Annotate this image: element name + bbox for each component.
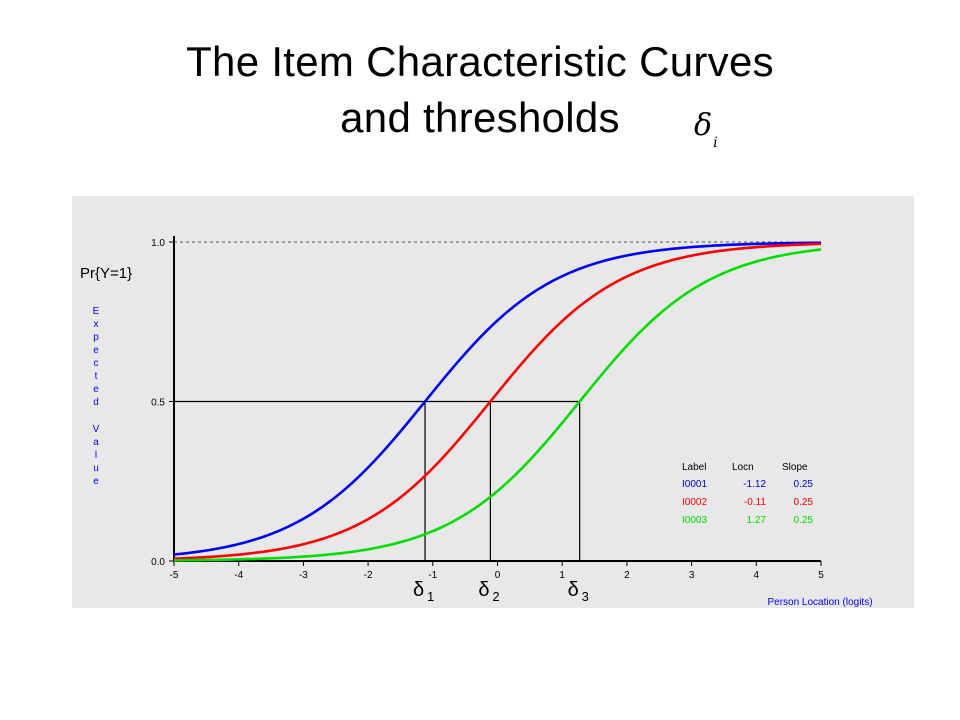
y-axis-label-letter: x xyxy=(94,319,99,330)
y-tick-label: 0.5 xyxy=(151,398,165,409)
legend-label: I0001 xyxy=(682,479,707,490)
y-annotation: Pr{Y=1} xyxy=(80,265,132,282)
y-tick-label: 0.0 xyxy=(151,557,165,568)
title-delta-glyph: δ xyxy=(694,108,713,143)
y-axis-label-letter: l xyxy=(95,450,97,461)
threshold-label-subscript: 2 xyxy=(492,589,499,604)
title-delta-subscript: i xyxy=(713,135,718,151)
icc-chart: -5 -4 -3 -2 -1 0 1 2 3 4 50.00.51.0 Pr{Y=1} Expect… xyxy=(80,236,873,608)
legend-locn: -0.11 xyxy=(744,497,766,508)
x-tick-label: -3 xyxy=(299,570,308,581)
x-axis-label: Person Location (logits) xyxy=(767,597,872,608)
y-axis-label-letter: c xyxy=(94,358,99,369)
y-axis-label-letter: E xyxy=(93,306,100,317)
threshold-label-subscript: 3 xyxy=(582,589,589,604)
y-axis-label-letter: p xyxy=(93,332,99,343)
x-tick-label: -1 xyxy=(428,570,437,581)
legend-label: I0002 xyxy=(682,497,707,508)
x-tick-label: 2 xyxy=(624,570,630,581)
y-axis-label-letter: u xyxy=(93,463,99,474)
legend-header: Label xyxy=(682,462,706,473)
legend-header: Slope xyxy=(782,462,808,473)
y-axis-label-letter: t xyxy=(95,371,98,382)
curves-layer xyxy=(173,241,822,562)
y-axis-label-letter: e xyxy=(93,345,99,356)
legend-slope: 0.25 xyxy=(794,479,814,490)
x-tick-label: -4 xyxy=(234,570,243,581)
y-tick-label: 1.0 xyxy=(151,238,165,249)
x-tick-label: -2 xyxy=(364,570,373,581)
legend-slope: 0.25 xyxy=(794,515,814,526)
x-tick-label: 3 xyxy=(689,570,695,581)
x-tick-label: 4 xyxy=(754,570,760,581)
threshold-guides xyxy=(174,400,581,561)
legend-header: Locn xyxy=(732,462,754,473)
y-axis-label-letter: e xyxy=(93,476,99,487)
threshold-label-subscript: 1 xyxy=(427,589,434,604)
y-axis-label-letter: V xyxy=(93,424,100,435)
legend-label: I0003 xyxy=(682,515,707,526)
slide-title-line1: The Item Characteristic Curves xyxy=(186,38,774,85)
x-tick-label: 0 xyxy=(495,570,501,581)
y-axis-label-letter: d xyxy=(93,397,99,408)
slide-title-line2: and thresholds xyxy=(340,94,620,141)
axes-layer: -5 -4 -3 -2 -1 0 1 2 3 4 5 0.0 0.5 1.0 xyxy=(151,236,824,581)
y-axis-label-letter: a xyxy=(93,437,99,448)
legend-locn: -1.12 xyxy=(743,479,766,490)
y-axis-label-letter: e xyxy=(93,384,99,395)
x-tick-label: 5 xyxy=(818,570,824,581)
x-tick-label: -5 xyxy=(170,570,179,581)
icc-curve-i0003 xyxy=(173,248,822,562)
x-tick-label: 1 xyxy=(559,570,565,581)
threshold-label: δ xyxy=(568,579,579,601)
title-delta-symbol: δi xyxy=(694,108,718,151)
threshold-label: δ xyxy=(413,579,424,601)
legend: Label Locn Slope I0001 -1.12 0.25 I0002 -0.11 0.… xyxy=(682,462,813,526)
icc-curve-i0001 xyxy=(173,241,822,556)
legend-slope: 0.25 xyxy=(794,497,814,508)
icc-curve-i0002 xyxy=(173,242,822,560)
threshold-label: δ xyxy=(478,579,489,601)
legend-locn: 1.27 xyxy=(747,515,767,526)
slide-title: The Item Characteristic Curves and thres… xyxy=(0,34,960,146)
